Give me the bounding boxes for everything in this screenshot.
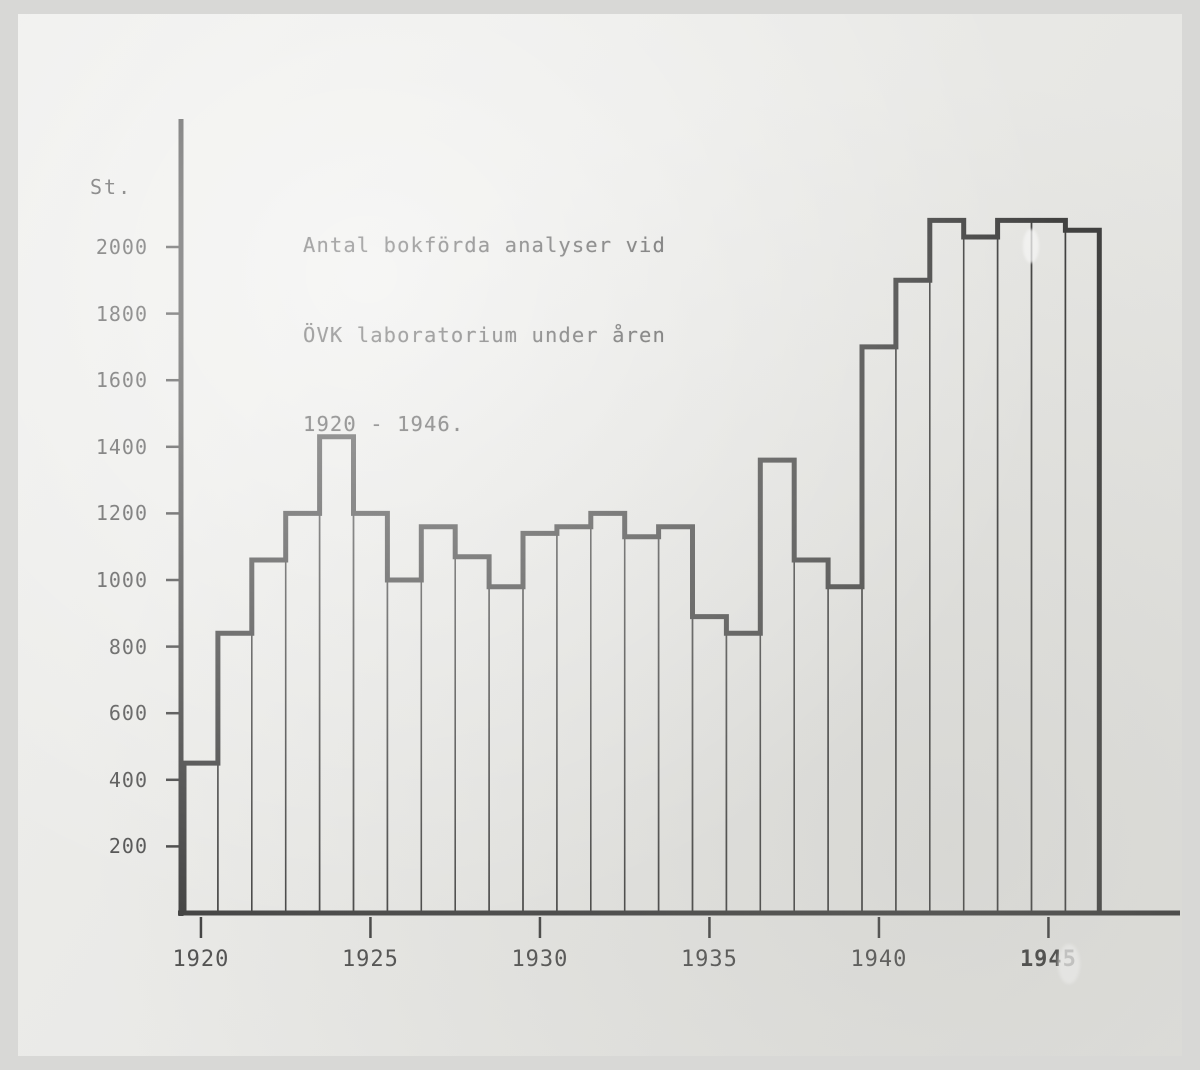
y-axis-tick-label: 1200 — [95, 501, 148, 526]
histogram-bar — [725, 632, 762, 914]
ticks-group — [166, 245, 1050, 938]
histogram-bar — [522, 532, 558, 914]
histogram-bar — [623, 535, 660, 914]
x-axis-tick-label: 1920 — [172, 947, 230, 972]
x-axis-tick-label: 1930 — [511, 947, 569, 972]
histogram-bar — [861, 346, 897, 914]
histogram-bar — [1030, 219, 1067, 914]
histogram-plot — [166, 119, 1180, 938]
histogram-bar — [488, 585, 524, 914]
histogram-bar — [183, 762, 219, 914]
y-axis-unit-label: St. — [90, 175, 133, 199]
x-axis-tick-label: 1945 — [1019, 947, 1077, 972]
histogram-bar — [691, 615, 728, 914]
axes-group — [178, 119, 1180, 916]
histogram-bar — [386, 579, 423, 914]
y-axis-tick-label: 1400 — [95, 434, 148, 459]
histogram-bar — [895, 279, 931, 914]
histogram-bar — [420, 525, 456, 914]
y-axis-tick-label: 400 — [108, 767, 148, 792]
histogram-bar — [251, 559, 287, 914]
histogram-bar — [929, 219, 965, 914]
x-axis-tick-label: 1935 — [680, 947, 738, 972]
histogram-bar — [793, 559, 829, 914]
histogram-bar — [454, 555, 490, 914]
histogram-bar — [759, 459, 795, 914]
histogram-step-outline — [181, 217, 1102, 913]
x-axis-tick-label: 1925 — [341, 947, 399, 972]
histogram-bar — [827, 585, 863, 914]
y-axis-tick-label: 600 — [108, 701, 148, 726]
title-line-1: Antal bokförda analyser vid — [303, 233, 666, 258]
y-axis-tick-label: 1000 — [95, 568, 148, 592]
histogram-bar — [1064, 229, 1101, 914]
histogram-bar — [962, 236, 999, 914]
y-axis-tick-label: 1600 — [95, 368, 148, 393]
y-axis-tick-label: 800 — [108, 634, 148, 659]
y-axis-tick-label: 2000 — [95, 235, 148, 259]
y-axis-tick-label: 1800 — [95, 301, 148, 326]
chart-title: Antal bokförda analyser vid ÖVK laborato… — [303, 172, 666, 499]
histogram-bar — [556, 525, 592, 914]
histogram-bar — [657, 525, 694, 914]
y-axis-tick-label: 200 — [108, 834, 148, 859]
histogram-bar — [318, 436, 355, 914]
histogram-bar — [284, 512, 321, 914]
histogram-bar — [590, 512, 626, 914]
photograph-of-chart: St. Antal bokförda analyser vid ÖVK labo… — [18, 14, 1182, 1056]
histogram-bar — [217, 632, 253, 914]
x-axis-tick-label: 1940 — [850, 947, 908, 972]
bars-group — [181, 217, 1102, 914]
title-line-3: 1920 - 1946. — [303, 411, 465, 436]
histogram-bar — [352, 512, 389, 914]
title-line-2: ÖVK laboratorium under åren — [303, 322, 666, 347]
histogram-bar — [996, 219, 1033, 914]
